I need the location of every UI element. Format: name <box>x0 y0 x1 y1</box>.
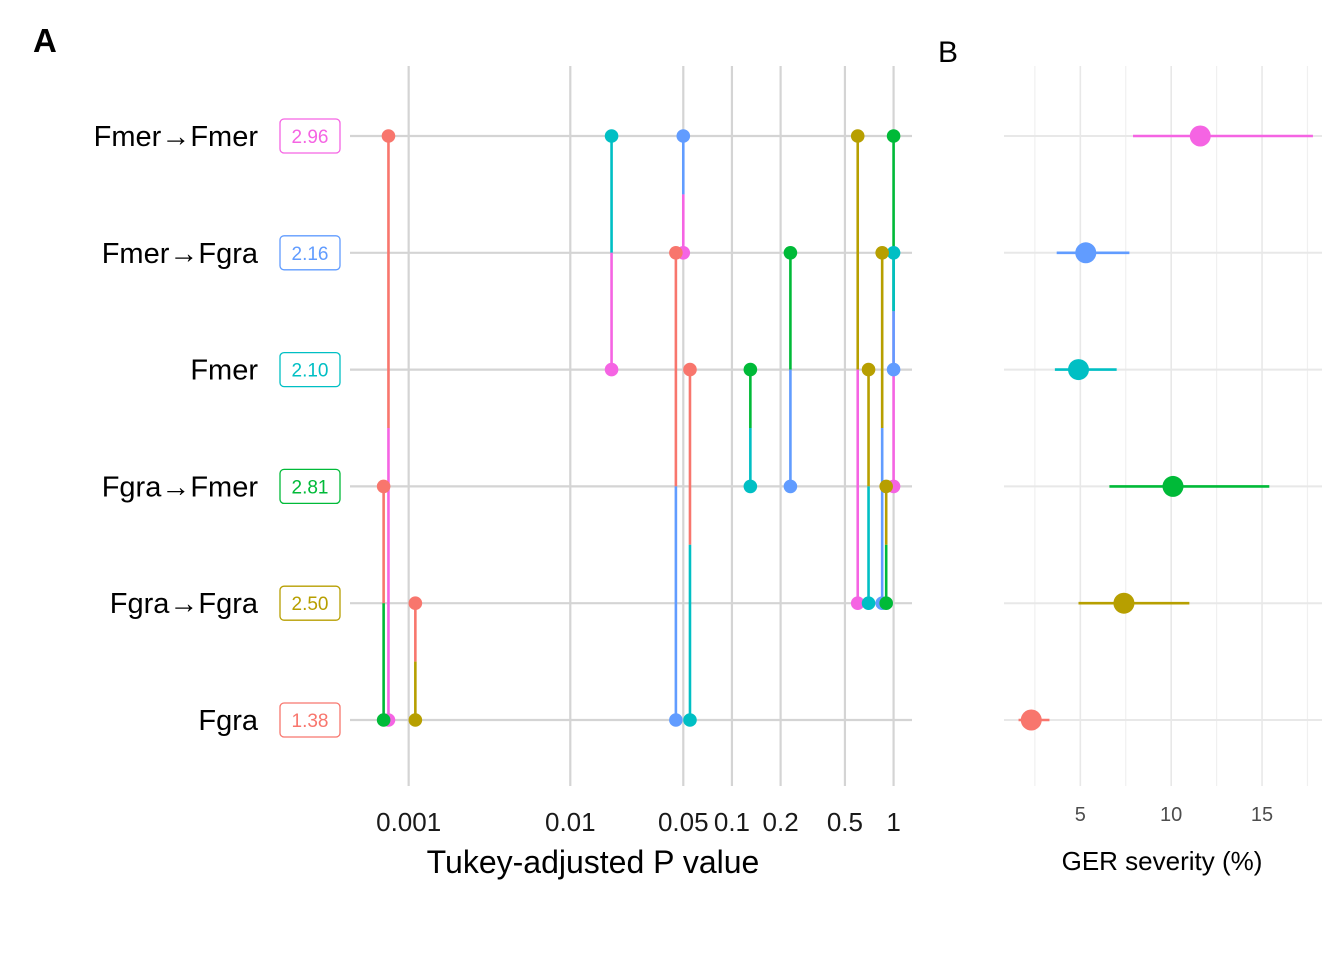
x-tick-label-0.1: 0.1 <box>714 807 750 837</box>
point-fmer-to-fmer-vs-fgra <box>381 129 396 143</box>
badge-box <box>279 585 341 621</box>
panel-b-plot: 5 10 15 GER severity (%) <box>1004 66 1322 876</box>
badge-value: 1.38 <box>292 711 329 732</box>
x-tick-label-0.2: 0.2 <box>763 807 799 837</box>
severity-point-fgra-to-fgra <box>1113 592 1135 614</box>
point-fmer-vs-fmer-to-fgra <box>886 362 901 377</box>
point-fmer-vs-fgra-to-fgra <box>861 362 876 377</box>
panel-a-plot: Fmer→Fmer Fmer→Fgra Fmer Fgra→Fmer Fgra→Fgra… <box>94 66 912 880</box>
severity-point-fgra-to-fmer <box>1162 475 1184 497</box>
severity-point-fmer-to-fmer <box>1189 125 1211 147</box>
point-fgra-to-fmer-vs-fgra <box>376 479 391 494</box>
panel-a-badges: 2.96 2.16 2.10 2.81 2.50 1.38 <box>279 118 341 738</box>
panel-b-x-axis-label: GER severity (%) <box>1062 846 1263 876</box>
badge-box <box>279 468 341 505</box>
badge-fmer: 2.10 <box>279 351 341 388</box>
category-label-fmer-to-fgra: Fmer→Fgra <box>102 238 259 270</box>
badge-value: 2.96 <box>292 127 329 148</box>
point-fmer-to-fgra-vs-fgra-to-fgra <box>875 246 889 260</box>
point-fgra-to-fmer-vs-fgra-to-fgra <box>879 479 893 494</box>
badge-fmer-to-fgra: 2.16 <box>279 235 341 271</box>
category-label-fgra-to-fmer: Fgra→Fmer <box>102 471 259 503</box>
panel-a-category-labels: Fmer→Fmer Fmer→Fgra Fmer Fgra→Fmer Fgra→Fgra… <box>94 121 259 737</box>
badge-fgra-to-fgra: 2.50 <box>279 585 341 621</box>
x-tick-label-0.001: 0.001 <box>376 807 441 837</box>
panel-a-gridlines <box>350 66 912 786</box>
point-fgra-to-fmer-vs-fmer <box>743 479 758 494</box>
x-tick-label-10: 10 <box>1160 804 1182 826</box>
badge-value: 2.16 <box>292 244 329 265</box>
point-fgra-vs-fmer <box>683 713 697 727</box>
severity-point-fgra <box>1020 709 1042 731</box>
point-fgra-vs-fgra-to-fgra <box>408 713 423 727</box>
panel-a-x-axis-label: Tukey-adjusted P value <box>427 844 760 880</box>
badge-fgra-to-fmer: 2.81 <box>279 468 341 505</box>
point-fgra-to-fmer-vs-fmer-to-fgra <box>783 479 798 494</box>
category-label-fgra: Fgra <box>198 705 259 737</box>
x-tick-label-5: 5 <box>1075 804 1086 826</box>
point-fmer-to-fmer-vs-fgra-to-fmer <box>886 129 901 143</box>
panel-b-gridlines <box>1004 66 1322 786</box>
x-tick-label-0.5: 0.5 <box>827 807 863 837</box>
point-fmer-to-fmer-vs-fmer <box>604 129 619 143</box>
panel-a-points <box>376 129 901 727</box>
severity-point-fmer-to-fgra <box>1075 242 1097 264</box>
point-fmer-to-fgra-vs-fgra-to-fmer <box>783 246 798 260</box>
badge-box <box>279 351 341 388</box>
point-fmer-to-fmer-vs-fmer-to-fgra <box>676 129 691 143</box>
panel-a-tick-labels: 0.001 0.01 0.05 0.1 0.2 0.5 1 <box>376 807 901 837</box>
panel-a-tag: A <box>33 22 57 59</box>
badge-value: 2.81 <box>292 477 329 498</box>
category-label-fmer-to-fmer: Fmer→Fmer <box>94 121 259 153</box>
badge-value: 2.50 <box>292 594 329 615</box>
point-fmer-to-fgra-vs-fgra <box>669 246 683 260</box>
panel-b-points <box>1018 125 1313 731</box>
point-fmer-vs-fgra <box>683 362 697 377</box>
panel-b-tick-labels: 5 10 15 <box>1075 804 1273 826</box>
point-fmer-vs-fgra-to-fmer <box>743 362 758 377</box>
badge-value: 2.10 <box>292 361 329 382</box>
point-fmer-vs-fmer-to-fmer <box>604 362 619 377</box>
point-fgra-to-fgra-vs-fgra-to-fmer <box>879 596 893 610</box>
point-fgra-to-fgra-vs-fmer-to-fmer <box>850 596 865 610</box>
panel-b-tag: B <box>938 36 958 69</box>
badge-fgra: 1.38 <box>279 702 341 738</box>
point-fgra-vs-fgra-to-fmer <box>376 713 391 727</box>
panel-a-segments <box>382 136 895 720</box>
badge-box <box>279 702 341 738</box>
point-fmer-to-fmer-vs-fgra-to-fgra <box>850 129 865 143</box>
x-tick-label-1: 1 <box>886 807 900 837</box>
x-tick-label-15: 15 <box>1251 804 1273 826</box>
point-fmer-to-fgra-vs-fmer <box>886 246 901 260</box>
badge-box <box>279 118 341 154</box>
severity-point-fmer <box>1068 359 1090 381</box>
x-tick-label-0.05: 0.05 <box>658 807 709 837</box>
badge-fmer-to-fmer: 2.96 <box>279 118 341 154</box>
category-label-fgra-to-fgra: Fgra→Fgra <box>110 588 259 620</box>
x-tick-label-0.01: 0.01 <box>545 807 596 837</box>
point-fgra-to-fgra-vs-fgra <box>408 596 423 610</box>
point-fgra-vs-fmer-to-fgra <box>669 713 683 727</box>
category-label-fmer: Fmer <box>190 355 258 387</box>
point-fgra-to-fgra-vs-fmer <box>861 596 876 610</box>
badge-box <box>279 235 341 271</box>
